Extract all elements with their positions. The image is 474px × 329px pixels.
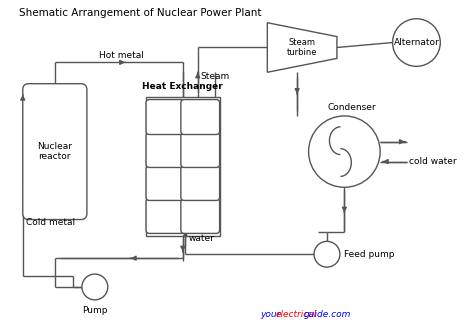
FancyBboxPatch shape <box>146 198 185 233</box>
FancyBboxPatch shape <box>146 165 185 200</box>
Text: Heat Exchanger: Heat Exchanger <box>143 82 223 91</box>
FancyBboxPatch shape <box>146 100 185 135</box>
FancyBboxPatch shape <box>181 165 219 200</box>
Circle shape <box>82 274 108 300</box>
Bar <box>146 97 220 236</box>
Text: Alternator: Alternator <box>393 38 439 47</box>
Text: Pump: Pump <box>82 306 108 315</box>
Text: Cold metal: Cold metal <box>26 217 75 227</box>
FancyBboxPatch shape <box>23 84 87 219</box>
Text: cold water: cold water <box>410 157 457 166</box>
Text: Feed
water: Feed water <box>189 224 215 243</box>
Text: Steam
turbine: Steam turbine <box>287 38 318 57</box>
Text: your: your <box>260 310 280 319</box>
Text: Condenser: Condenser <box>328 103 376 112</box>
Text: Nuclear
reactor: Nuclear reactor <box>37 142 73 161</box>
Circle shape <box>309 116 380 187</box>
Text: Shematic Arrangement of Nuclear Power Plant: Shematic Arrangement of Nuclear Power Pl… <box>19 8 261 18</box>
Text: guide.com: guide.com <box>304 310 352 319</box>
FancyBboxPatch shape <box>181 133 219 167</box>
Polygon shape <box>267 23 337 72</box>
Text: electrical: electrical <box>276 310 317 319</box>
Text: Steam: Steam <box>201 72 230 81</box>
FancyBboxPatch shape <box>181 100 219 135</box>
Text: Hot metal: Hot metal <box>99 51 144 60</box>
Circle shape <box>392 19 440 66</box>
FancyBboxPatch shape <box>146 133 185 167</box>
FancyBboxPatch shape <box>181 198 219 233</box>
Circle shape <box>314 241 340 267</box>
Text: Feed pump: Feed pump <box>344 250 394 259</box>
